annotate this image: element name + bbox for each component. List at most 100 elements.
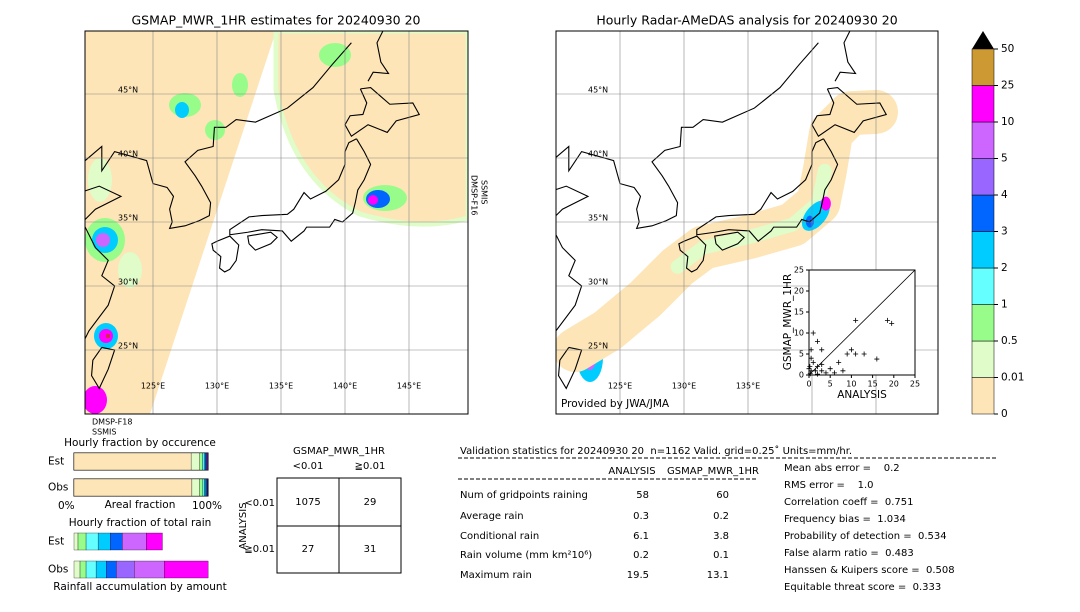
point <box>848 347 854 353</box>
bar-segment <box>190 452 200 471</box>
colorbar-label: 0.5 <box>1001 335 1018 347</box>
colorbar-segment <box>971 377 995 415</box>
lat-label: 30°N <box>588 278 608 287</box>
bar-segment <box>203 452 206 471</box>
point <box>853 317 859 323</box>
colorbar-segment <box>971 267 995 305</box>
coastline <box>247 231 278 251</box>
x-axis-label: ANALYSIS <box>837 389 887 401</box>
y-axis-label: GSMAP_MWR_1HR <box>782 274 794 370</box>
sensor-label: SSMIS <box>92 428 117 437</box>
row-label: Num of gridpoints raining <box>460 490 588 501</box>
stat-value: 0.2 <box>633 550 649 561</box>
point <box>874 356 880 362</box>
colorbar-segment <box>971 85 995 123</box>
coastline <box>811 87 888 138</box>
stat-value: 58 <box>636 490 649 501</box>
left-map <box>85 31 468 414</box>
chart-title: Hourly fraction of total rain <box>69 517 212 529</box>
bar-segment <box>199 478 204 497</box>
coastline <box>85 42 352 341</box>
row-label: Est <box>48 456 64 468</box>
colorbar-segment <box>971 231 995 269</box>
point <box>827 366 833 372</box>
bar-segment <box>73 452 192 471</box>
x-tick-label: 5 <box>828 380 833 389</box>
bar-segment <box>85 560 97 579</box>
point <box>808 347 814 353</box>
colorbar-label: 50 <box>1001 43 1014 55</box>
lon-label: 125°E <box>141 382 165 391</box>
x-axis-label: Rainfall accumulation by amount <box>53 581 226 593</box>
col-label: <0.01 <box>293 461 324 472</box>
bar-segment <box>110 532 123 551</box>
left-map-title: GSMAP_MWR_1HR estimates for 20240930 20 <box>132 13 421 28</box>
right-map-title: Hourly Radar-AMeDAS analysis for 2024093… <box>596 13 897 28</box>
bar-segment <box>205 478 208 497</box>
bar-segment <box>73 560 81 579</box>
stat-value: 6.1 <box>633 531 649 542</box>
lon-label: 145°E <box>397 382 421 391</box>
bar-segment <box>205 452 207 471</box>
coastline <box>696 138 839 242</box>
lon-label: 140°E <box>333 382 357 391</box>
lon-label: 125°E <box>608 382 632 391</box>
colorbar-label: 0.01 <box>1001 372 1024 384</box>
x-axis-label: Areal fraction <box>105 499 176 511</box>
y-tick-label: 15 <box>794 308 804 317</box>
bar-segment <box>97 532 111 551</box>
point <box>814 338 820 344</box>
y-tick-label: 10 <box>794 329 804 338</box>
bar-segment <box>106 560 117 579</box>
colorbar-label: 5 <box>1001 153 1008 165</box>
colorbar-label: 10 <box>1001 116 1014 128</box>
score: Equitable threat score = 0.333 <box>784 582 941 593</box>
row-label: ≧0.01 <box>244 544 275 555</box>
lat-label: 45°N <box>118 86 138 95</box>
lat-label: 30°N <box>118 278 138 287</box>
y-tick-label: 20 <box>794 287 804 296</box>
bar-segment <box>134 560 165 579</box>
lat-label: 25°N <box>588 342 608 351</box>
point <box>844 351 850 357</box>
col-label: ≧0.01 <box>355 461 386 472</box>
point <box>812 368 818 374</box>
stat-value: 60 <box>716 490 729 501</box>
lon-label: 135°E <box>269 382 293 391</box>
score: Correlation coeff = 0.751 <box>784 497 914 508</box>
bar-segment <box>202 452 205 471</box>
point <box>889 320 895 326</box>
x-tick-label: 0 <box>806 380 811 389</box>
bar-segment <box>85 532 99 551</box>
bar-segment <box>146 532 163 551</box>
point <box>861 351 867 357</box>
lon-label: 130°E <box>672 382 696 391</box>
sensor-label: DMSP-F16 <box>470 175 479 215</box>
coastline <box>834 31 857 82</box>
coastline <box>344 87 421 138</box>
cell-value: 29 <box>364 497 377 508</box>
colorbar-label: 0 <box>1001 408 1008 420</box>
lon-label: 130°E <box>205 382 229 391</box>
lat-label: 40°N <box>588 150 608 159</box>
colorbar-segment <box>971 194 995 232</box>
colorbar-label: 2 <box>1001 262 1008 274</box>
bar-segment <box>122 532 147 551</box>
coastline <box>678 235 707 273</box>
score: Mean abs error = 0.2 <box>784 463 900 474</box>
stat-value: 19.5 <box>627 570 649 581</box>
sensor-label: SSMIS <box>480 180 489 205</box>
point <box>819 368 825 374</box>
column-header: ANALYSIS <box>608 466 655 477</box>
bar-segment <box>73 478 193 497</box>
point <box>810 359 816 365</box>
bar-segment <box>79 560 87 579</box>
lat-label: 25°N <box>118 342 138 351</box>
x-tick-label: 25 <box>910 380 920 389</box>
point <box>823 370 829 376</box>
colorbar-label: 4 <box>1001 189 1008 201</box>
cell-value: 31 <box>364 544 377 555</box>
lon-label: 135°E <box>736 382 760 391</box>
point <box>836 359 842 365</box>
